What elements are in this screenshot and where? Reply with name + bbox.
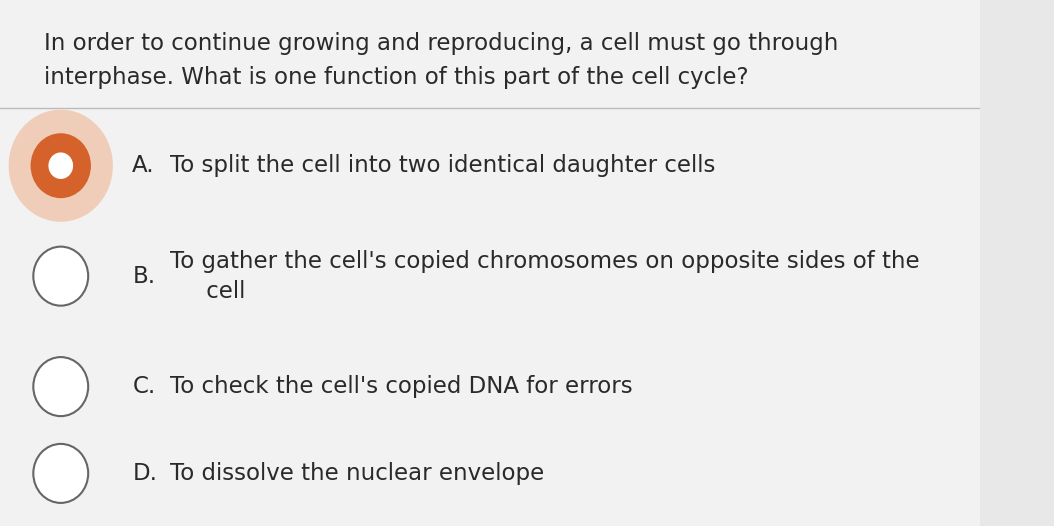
Ellipse shape — [31, 133, 91, 198]
Text: To dissolve the nuclear envelope: To dissolve the nuclear envelope — [170, 462, 544, 485]
Text: To gather the cell's copied chromosomes on opposite sides of the
     cell: To gather the cell's copied chromosomes … — [170, 249, 919, 303]
Text: D.: D. — [133, 462, 157, 485]
Ellipse shape — [8, 109, 113, 222]
Text: C.: C. — [133, 375, 156, 398]
Text: In order to continue growing and reproducing, a cell must go through: In order to continue growing and reprodu… — [44, 32, 839, 55]
Text: interphase. What is one function of this part of the cell cycle?: interphase. What is one function of this… — [44, 66, 748, 89]
Ellipse shape — [48, 153, 73, 179]
Text: To check the cell's copied DNA for errors: To check the cell's copied DNA for error… — [170, 375, 632, 398]
FancyBboxPatch shape — [0, 0, 980, 526]
Text: B.: B. — [133, 265, 155, 288]
Ellipse shape — [34, 357, 89, 416]
Ellipse shape — [34, 444, 89, 503]
Text: A.: A. — [133, 154, 155, 177]
Text: To split the cell into two identical daughter cells: To split the cell into two identical dau… — [170, 154, 715, 177]
Ellipse shape — [34, 247, 89, 306]
